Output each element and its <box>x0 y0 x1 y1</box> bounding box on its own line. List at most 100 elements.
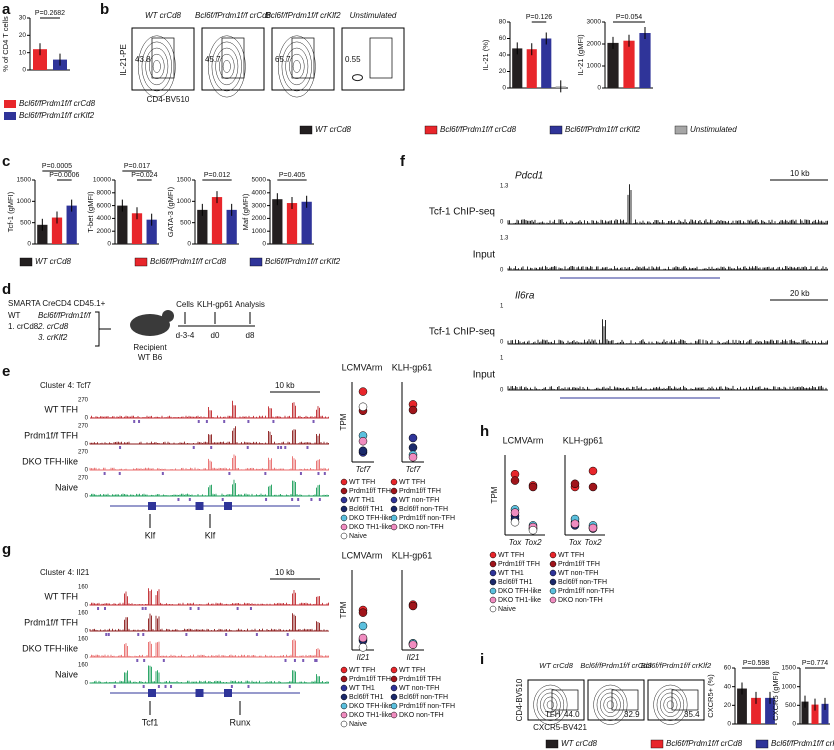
legend-label: Bcl6f/f non-TFH <box>399 694 448 701</box>
locus-title: Cluster 4: Tcf7 <box>40 381 92 390</box>
schematic-text: Recipient <box>133 343 167 352</box>
track-tick: 160 <box>78 637 89 643</box>
signal-track <box>507 319 828 345</box>
legend-dot <box>489 605 497 613</box>
gate <box>369 37 393 79</box>
motif-label: Klf <box>205 530 216 540</box>
track-tick: 0 <box>500 340 504 346</box>
peak-call <box>230 685 233 688</box>
contour <box>656 688 685 721</box>
legend-label: Bcl6f/fPrdm1f/f crCd8 <box>440 125 517 134</box>
p-value: P=0.017 <box>124 163 150 170</box>
legend-dot <box>390 666 398 674</box>
legend-swatch <box>134 257 148 267</box>
y-axis-label: % of CD4 T cells <box>1 16 10 72</box>
dot <box>510 517 520 527</box>
peak-call <box>318 498 321 501</box>
bar <box>737 688 747 724</box>
legend-label: WT TFH <box>558 552 584 559</box>
contour <box>533 684 568 725</box>
peak-call <box>162 659 165 662</box>
peak-call <box>118 472 121 475</box>
signal-track <box>90 400 329 419</box>
legend-label: DKO TFH-like <box>498 588 542 595</box>
legend-dot <box>340 720 348 728</box>
legend-dot <box>340 523 348 531</box>
bar <box>765 697 775 724</box>
locus-title: Il6ra <box>515 291 535 302</box>
peak-call <box>297 498 300 501</box>
motif-label: Klf <box>145 530 156 540</box>
legend-label: Prdm1f/f non-TFH <box>399 703 455 710</box>
dot <box>358 633 368 643</box>
track-label: Naive <box>55 669 78 679</box>
y-tick-label: 10000 <box>93 177 111 184</box>
track-label: DKO TFH-like <box>22 643 78 653</box>
peak-call <box>161 472 164 475</box>
mouse-icon <box>162 310 174 322</box>
y-tick-label: 500 <box>20 219 31 226</box>
schematic-text: WT <box>8 311 21 320</box>
legend-dot <box>390 505 398 513</box>
y-tick-label: 4000 <box>252 190 267 197</box>
track-tick: 1 <box>500 304 504 310</box>
bar <box>811 704 819 724</box>
y-tick-label: 2000 <box>587 41 602 48</box>
dot <box>358 436 368 446</box>
contour <box>352 74 363 82</box>
axis-label: CD4-BV510 <box>147 95 190 104</box>
flow-title: Bcl6f/fPrdm1f/f crCd8 <box>195 11 272 20</box>
peak-call <box>103 607 106 610</box>
y-tick-label: 1500 <box>177 177 192 184</box>
dot <box>408 640 418 649</box>
peak-call <box>143 659 146 662</box>
legend-label: Bcl6f/fPrdm1f/f crCd8 <box>666 739 743 748</box>
y-tick-label: 0 <box>502 85 506 92</box>
panel-title: LCMVArm <box>342 550 383 560</box>
legend-dot <box>549 596 557 604</box>
signal-track <box>507 184 828 225</box>
legend-label: WT non-TFH <box>399 497 439 504</box>
track-label: Tcf-1 ChIP-seq <box>429 327 495 338</box>
bar <box>512 48 523 88</box>
dot <box>510 476 520 485</box>
bar <box>607 42 619 88</box>
panel-letter: b <box>100 1 109 18</box>
x-tick-label: Il21 <box>357 653 370 662</box>
p-value: P=0.024 <box>131 172 157 179</box>
panel-letter: g <box>2 541 11 558</box>
bracket <box>95 311 111 347</box>
dot <box>510 508 520 517</box>
contour <box>660 692 681 717</box>
exon <box>195 502 204 510</box>
legend-label: Naive <box>498 606 516 613</box>
y-tick-label: 0 <box>792 721 796 728</box>
exon <box>224 502 232 510</box>
legend-label: Bcl6f/fPrdm1f/f crKlf2 <box>265 257 341 266</box>
track-label: WT TFH <box>44 591 78 601</box>
legend-label: Bcl6f/fPrdm1f/f crKlf2 <box>19 111 95 120</box>
y-tick-label: 60 <box>499 35 507 42</box>
peak-call <box>312 420 315 423</box>
legend-label: DKO TH1-like <box>349 712 392 719</box>
y-tick-label: 10 <box>19 49 27 56</box>
legend-swatch <box>755 739 769 749</box>
p-value: P=0.126 <box>526 14 552 21</box>
flow-title: Bcl6f/fPrdm1f/f crCd8 <box>580 661 652 670</box>
exon <box>148 502 156 510</box>
track-tick: 0 <box>500 220 504 226</box>
peak-call <box>299 472 302 475</box>
contour <box>666 700 675 710</box>
legend-dot <box>340 478 348 486</box>
peak-call <box>306 446 309 449</box>
motif-label: Tcf1 <box>142 717 159 727</box>
schematic-text: SMARTA CreCD4 CD45.1+ <box>8 299 106 308</box>
peak-call <box>236 607 239 610</box>
legend-dot <box>549 587 557 595</box>
peak-call <box>315 659 318 662</box>
x-tick-label: Tox2 <box>584 538 602 547</box>
legend-label: Bcl6f/f TH1 <box>498 579 533 586</box>
panel-letter: d <box>2 281 11 298</box>
legend-label: WT TH1 <box>349 685 375 692</box>
signal-track <box>507 385 828 391</box>
